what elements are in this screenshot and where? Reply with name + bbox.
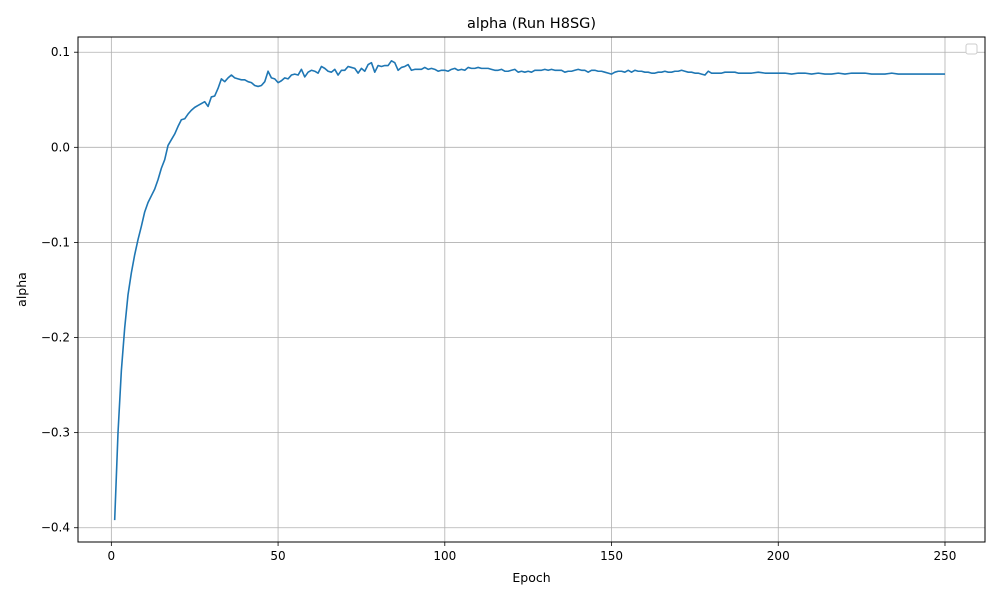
x-tick-label: 250 — [934, 549, 957, 563]
y-tick-label: −0.3 — [41, 426, 70, 440]
legend-box — [965, 43, 978, 55]
x-axis-label: Epoch — [512, 570, 550, 585]
grid — [78, 37, 985, 542]
x-tick-label: 0 — [108, 549, 116, 563]
y-axis-label: alpha — [14, 272, 29, 307]
x-tick-label: 150 — [600, 549, 623, 563]
x-tick-label: 50 — [270, 549, 285, 563]
y-tick-label: 0.0 — [51, 140, 70, 154]
chart-title: alpha (Run H8SG) — [467, 16, 596, 32]
x-tick-label: 200 — [767, 549, 790, 563]
axis-ticks: 0 50 100 150 200 250 −0.4 −0.3 −0.2 −0.1 0.0 0.1 — [41, 45, 957, 563]
y-tick-label: 0.1 — [51, 45, 70, 59]
series-layer — [113, 59, 945, 521]
y-tick-label: −0.2 — [41, 331, 70, 345]
y-tick-label: −0.4 — [41, 521, 70, 535]
plot-frame — [77, 36, 986, 543]
y-tick-label: −0.1 — [41, 235, 70, 249]
series-line — [113, 59, 945, 521]
x-tick-label: 100 — [433, 549, 456, 563]
